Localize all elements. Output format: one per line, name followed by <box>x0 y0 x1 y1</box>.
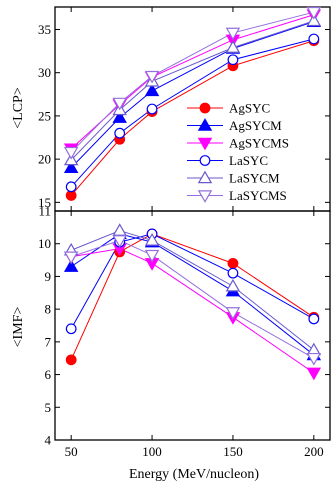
legend-label-agsyc: AgSYC <box>229 101 270 116</box>
data-point-lasyc <box>308 33 320 45</box>
data-point-lasyc <box>227 54 239 66</box>
legend-marker-agsyc <box>199 102 211 114</box>
x-tick-label: 150 <box>223 444 243 459</box>
x-tick-label: 100 <box>142 444 162 459</box>
data-point-lasyc <box>146 103 158 115</box>
y-tick-label-bot: 4 <box>45 433 52 448</box>
x-tick-label: 200 <box>304 444 324 459</box>
data-point-lasycms <box>63 146 79 160</box>
x-tick-label: 50 <box>65 444 78 459</box>
data-point-agsyc <box>227 257 239 269</box>
data-point-lasycm <box>225 278 241 292</box>
legend-label-agsycm: AgSYCM <box>229 118 282 133</box>
series-line-lasycms <box>71 239 315 359</box>
y-tick-label-bot: 9 <box>45 269 52 284</box>
series-line-agsycm <box>70 233 315 356</box>
legend-label-lasyc: LaSYC <box>229 153 268 168</box>
legend-marker-lasycms <box>197 190 213 203</box>
data-point-lasycm <box>306 13 322 27</box>
data-point-agsycm <box>63 160 79 174</box>
data-point-lasycms <box>144 70 160 84</box>
data-point-lasycms <box>306 352 322 366</box>
data-point-agsycms <box>306 367 322 381</box>
legend-marker-lasyc <box>199 155 211 166</box>
y-tick-label-bot: 8 <box>45 302 52 317</box>
data-point-lasyc <box>65 323 77 335</box>
series-line-agsyc <box>70 233 315 361</box>
legend-label-lasycm: LaSYCM <box>229 171 280 186</box>
x-axis-label: Energy (MeV/nucleon) <box>129 467 259 482</box>
data-point-agsycm <box>112 110 127 123</box>
data-point-lasycm <box>112 223 127 236</box>
data-point-lasycm <box>144 233 160 246</box>
y-tick-label-bot: 11 <box>38 204 51 219</box>
y-tick-label-top: 20 <box>38 152 51 167</box>
y-tick-label-top: 35 <box>38 22 51 37</box>
data-point-lasycms <box>112 235 127 248</box>
y-tick-label-bot: 6 <box>45 367 52 382</box>
legend-marker-lasycm <box>197 170 213 184</box>
plot-frame-bot <box>54 210 331 441</box>
data-point-lasyc <box>114 127 126 139</box>
data-point-lasyc <box>65 181 77 193</box>
legend-label-lasycms: LaSYCMS <box>229 188 287 203</box>
y-tick-label-top: 15 <box>38 195 51 210</box>
bottom-panel: 4 5 6 7 8 9 10 11 50 100 150 200 <box>38 204 331 459</box>
data-point-lasycms <box>63 251 79 265</box>
y-tick-label-bot: 10 <box>38 236 51 251</box>
series-line-agsycms <box>71 248 315 374</box>
data-point-lasycms <box>306 6 322 20</box>
y-axis-label-imf: <IMF> <box>11 307 26 348</box>
legend-marker-agsycm <box>197 118 213 131</box>
data-point-agsyc <box>65 354 77 366</box>
data-point-agsycm <box>63 259 79 272</box>
series-line-lasyc <box>70 38 314 188</box>
data-point-lasycm <box>225 40 241 53</box>
data-point-lasycms <box>225 307 241 320</box>
plot-frame-top <box>54 6 331 212</box>
y-tick-label-top: 30 <box>38 65 51 80</box>
y-tick-label-bot: 5 <box>45 400 52 415</box>
data-point-lasyc <box>308 313 320 325</box>
data-point-lasycms <box>225 27 241 41</box>
y-tick-label-bot: 7 <box>45 334 52 349</box>
legend-label-agsycms: AgSYCMS <box>229 136 289 151</box>
data-point-lasycms <box>144 249 160 263</box>
data-point-agsycm <box>144 83 160 97</box>
legend-marker-agsycms <box>197 137 213 151</box>
legend: AgSYC AgSYCM AgSYCMS LaSYC LaSYCM LaSYCMS <box>187 101 289 203</box>
y-axis-label-lcp: <LCP> <box>11 87 26 129</box>
data-point-lasycms <box>112 97 127 111</box>
data-point-lasyc <box>227 267 239 279</box>
top-panel: 15 20 25 30 35 <box>38 6 331 212</box>
y-tick-label-top: 25 <box>38 108 51 123</box>
